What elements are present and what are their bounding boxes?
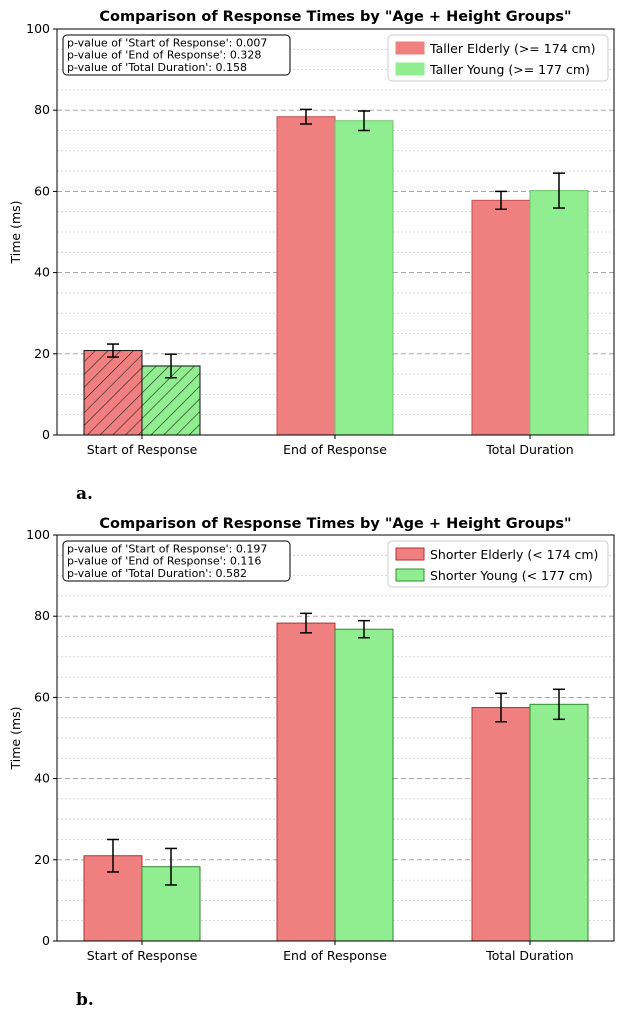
legend-label: Shorter Young (< 177 cm): [430, 568, 593, 583]
y-tick-label: 40: [34, 265, 50, 280]
bar-elderly: [276, 116, 336, 436]
y-tick-label: 80: [34, 102, 50, 117]
bar-elderly: [276, 622, 336, 942]
y-tick-label: 100: [26, 21, 50, 36]
legend-box: [387, 34, 609, 82]
legend-swatch-elderly: [395, 547, 425, 561]
stats-line: p-value of 'Total Duration': 0.582: [67, 567, 247, 580]
x-tick-label: Start of Response: [87, 442, 198, 457]
bar-young: [334, 120, 394, 436]
x-tick-label: End of Response: [283, 948, 387, 963]
legend-label: Taller Elderly (>= 174 cm): [429, 41, 596, 56]
legend-swatch-young: [395, 62, 425, 76]
x-tick-label: Total Duration: [485, 948, 573, 963]
legend-box: [387, 540, 609, 588]
y-tick-label: 60: [34, 689, 50, 704]
x-tick-label: Total Duration: [485, 442, 573, 457]
plot-frame: [56, 534, 615, 942]
y-tick-label: 0: [42, 933, 50, 948]
x-tick-label: Start of Response: [87, 948, 198, 963]
stats-line: p-value of 'End of Response': 0.116: [67, 555, 261, 568]
bar-young: [529, 703, 589, 942]
stats-line: p-value of 'Start of Response': 0.197: [67, 543, 267, 556]
y-tick-label: 60: [34, 183, 50, 198]
bar-elderly: [471, 707, 531, 942]
stats-line: p-value of 'Start of Response': 0.007: [67, 37, 267, 50]
legend-label: Shorter Elderly (< 174 cm): [430, 547, 598, 562]
stats-line: p-value of 'End of Response': 0.328: [67, 49, 261, 62]
y-tick-label: 80: [34, 608, 50, 623]
chart-title: Comparison of Response Times by "Age + H…: [99, 516, 571, 532]
bar-young: [334, 628, 394, 942]
y-axis-label: Time (ms): [8, 706, 23, 770]
chart-b: Comparison of Response Times by "Age + H…: [8, 516, 615, 963]
y-tick-label: 0: [42, 427, 50, 442]
y-axis-label: Time (ms): [8, 200, 23, 264]
plot-frame: [56, 28, 615, 436]
stats-line: p-value of 'Total Duration': 0.158: [67, 61, 247, 74]
y-tick-label: 20: [34, 852, 50, 867]
legend-label: Taller Young (>= 177 cm): [429, 62, 590, 77]
panel-label-b: b.: [76, 990, 94, 1010]
legend-swatch-elderly: [395, 41, 425, 55]
stats-box: [62, 34, 291, 76]
bar-elderly: [471, 199, 531, 436]
stats-box: [62, 540, 291, 582]
panel-label-a: a.: [76, 484, 93, 504]
bar-young: [529, 190, 589, 436]
x-tick-label: End of Response: [283, 442, 387, 457]
y-tick-label: 20: [34, 346, 50, 361]
y-tick-label: 100: [26, 527, 50, 542]
chart-a: Comparison of Response Times by "Age + H…: [8, 9, 615, 457]
chart-title: Comparison of Response Times by "Age + H…: [99, 9, 571, 25]
legend-swatch-young: [395, 568, 425, 582]
y-tick-label: 40: [34, 771, 50, 786]
bar-elderly: [83, 350, 143, 436]
